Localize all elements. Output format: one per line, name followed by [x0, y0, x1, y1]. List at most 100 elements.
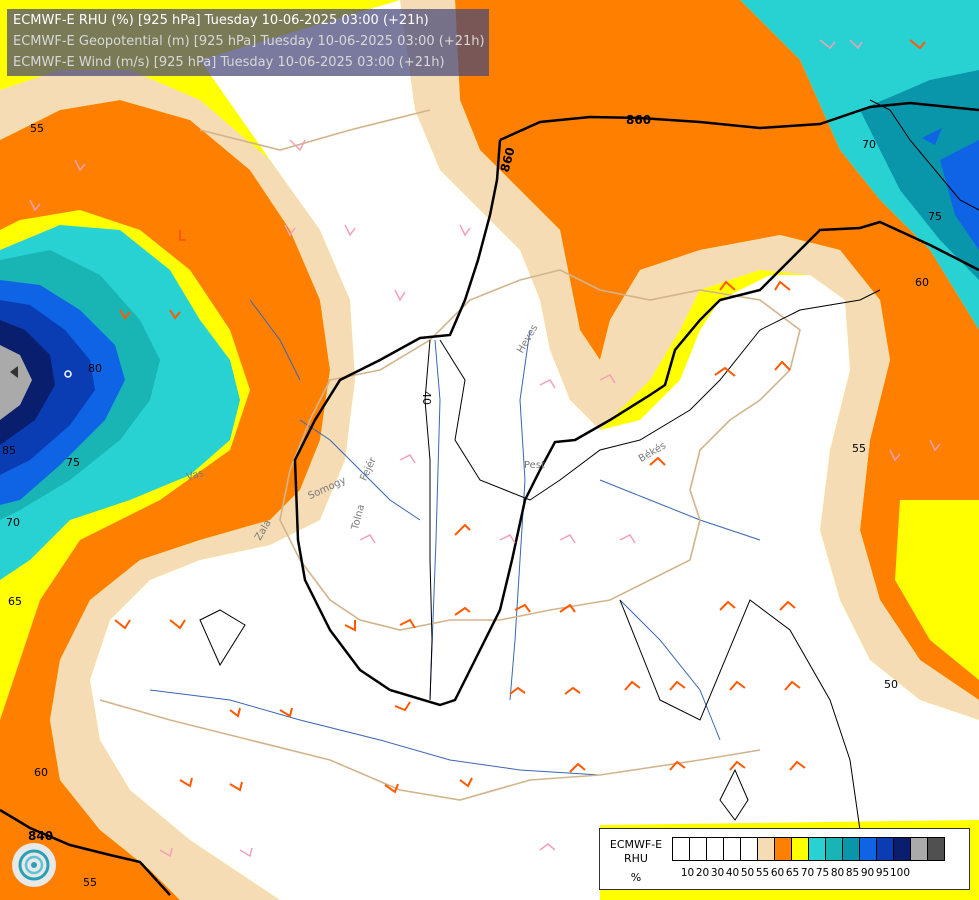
legend-tick-label: 65: [785, 867, 800, 879]
wind-barb: [179, 777, 193, 788]
legend-swatch: [859, 837, 877, 861]
wind-barb: [909, 39, 926, 50]
wind-barb: [229, 707, 241, 718]
legend-tick-label: 95: [875, 867, 890, 879]
river-segment: [249, 299, 301, 381]
wind-barbs-orange: [114, 39, 926, 794]
rhu-contour-lines: [199, 99, 979, 831]
wind-barb: [779, 600, 796, 611]
wind-barb: [719, 280, 736, 291]
hungary-border: [279, 269, 801, 631]
wind-barb: [394, 701, 411, 712]
label-65: 65: [8, 595, 22, 608]
rhu-fill-55-northeast: [400, 0, 979, 720]
title-rhu: ECMWF-E RHU (%) [925 hPa] Tuesday 10-06-…: [13, 13, 429, 28]
wind-barb: [669, 760, 686, 771]
label-840: 840: [28, 829, 53, 843]
wind-barb: [569, 762, 586, 773]
river-segment: [299, 419, 421, 521]
border-north: [199, 109, 431, 151]
legend-tick-label: 60: [770, 867, 785, 879]
wind-barb: [784, 680, 801, 691]
wind-barb: [159, 847, 173, 858]
legend-swatch: [876, 837, 894, 861]
legend-tick-label: 40: [725, 867, 740, 879]
legend-swatch: [791, 837, 809, 861]
title-geopotential: ECMWF-E Geopotential (m) [925 hPa] Tuesd…: [13, 34, 485, 49]
legend-model: ECMWF-E: [609, 838, 663, 851]
label-60-tr: 60: [915, 276, 929, 289]
geopotential-840: [0, 808, 171, 896]
legend-swatch: [774, 837, 792, 861]
wind-barb: [514, 603, 531, 613]
geopotential-contours: [0, 101, 979, 896]
wind-barbs-pink: [29, 39, 941, 858]
label-55-right: 55: [852, 442, 866, 455]
wind-barb: [29, 199, 41, 212]
legend-swatch: [825, 837, 843, 861]
legend-ticks: 10 20 30 40 50 55 60 65 70 75 80 85 90 95 100: [680, 867, 911, 879]
wind-barb: [119, 309, 131, 320]
rhu-fill-70-northeast: [740, 0, 979, 330]
contour-small-loop-2: [719, 768, 749, 821]
wind-barb: [399, 454, 416, 464]
wind-barb: [624, 680, 641, 691]
rhu-fill-below-50: [90, 0, 979, 900]
wind-barb: [719, 600, 736, 611]
legend-swatch: [740, 837, 758, 861]
legend-swatch: [927, 837, 945, 861]
geopotential-860-north: [499, 101, 979, 142]
wind-barb: [499, 534, 516, 544]
legend-tick-label: 85: [845, 867, 860, 879]
wind-barb: [509, 686, 526, 695]
legend-variable: RHU: [624, 852, 648, 865]
wind-barb: [774, 280, 791, 291]
wind-barb: [179, 230, 186, 241]
wind-barb: [169, 309, 181, 320]
river-segment: [599, 479, 761, 541]
river-segment: [619, 599, 721, 741]
legend-swatch: [689, 837, 707, 861]
label-80: 80: [88, 362, 102, 375]
wind-barb: [539, 379, 556, 389]
wind-barb: [559, 534, 576, 544]
legend-tick-label: 80: [830, 867, 845, 879]
rhu-fill-95-west: [0, 345, 32, 420]
wind-barb: [649, 456, 666, 466]
label-75-tr: 75: [928, 210, 942, 223]
contour-40-south: [424, 339, 433, 701]
contour-50-east: [619, 599, 861, 831]
wind-barb: [384, 783, 399, 794]
label-55-tl: 55: [30, 122, 44, 135]
legend-tick-label: 100: [890, 867, 911, 879]
contour-40: [439, 289, 881, 501]
legend-tick-label: 75: [815, 867, 830, 879]
label-55-bottom: 55: [83, 876, 97, 889]
wind-barb: [459, 777, 473, 788]
label-860-left: 860: [498, 146, 518, 174]
legend-swatch: [893, 837, 911, 861]
wind-barb: [599, 374, 616, 384]
label-70-left: 70: [6, 516, 20, 529]
wind-barb: [284, 224, 296, 237]
wind-barb: [344, 224, 356, 237]
rhu-fill-60-west: [0, 100, 330, 900]
low-center-marker: [10, 128, 942, 378]
border-south: [99, 699, 761, 801]
label-70-tr: 70: [862, 138, 876, 151]
wind-barb: [819, 39, 836, 50]
label-50: 50: [884, 678, 898, 691]
legend-swatch: [757, 837, 775, 861]
wind-barb: [889, 449, 901, 462]
wind-barb: [289, 139, 306, 152]
title-wind: ECMWF-E Wind (m/s) [925 hPa] Tuesday 10-…: [13, 55, 445, 70]
wind-barb: [559, 603, 576, 613]
sava-river: [149, 689, 601, 776]
wind-barb: [729, 680, 746, 691]
logo-icon: [12, 843, 56, 887]
legend-tick-label: 55: [755, 867, 770, 879]
danube-river: [429, 339, 441, 701]
wind-barb: [774, 360, 791, 371]
wind-barb: [454, 606, 471, 616]
